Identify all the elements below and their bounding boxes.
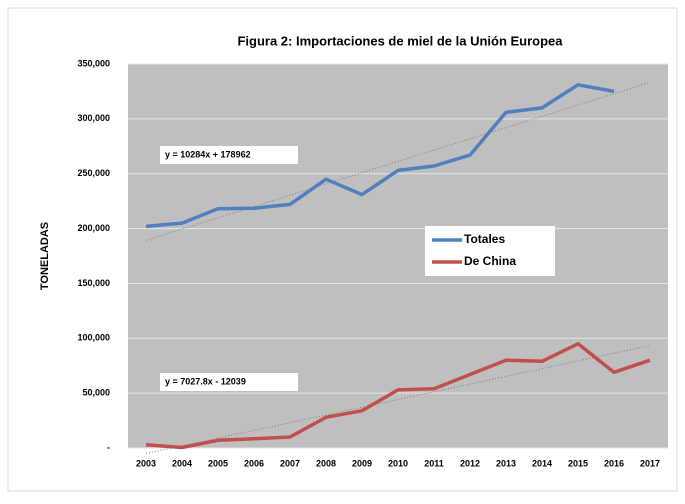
x-tick-label: 2004 [172, 458, 192, 468]
y-tick-label: 200,000 [77, 223, 110, 233]
legend-box [425, 226, 555, 276]
series-line [145, 342, 651, 450]
x-tick-label: 2003 [136, 458, 156, 468]
x-tick-label: 2007 [280, 458, 300, 468]
x-tick-label: 2012 [460, 458, 480, 468]
x-tick-label: 2013 [496, 458, 516, 468]
series-line [145, 83, 615, 229]
x-tick-label: 2009 [352, 458, 372, 468]
x-tick-label: 2011 [424, 458, 444, 468]
y-tick-label: - [107, 442, 110, 452]
x-tick-label: 2010 [388, 458, 408, 468]
x-tick-label: 2006 [244, 458, 264, 468]
y-tick-label: 50,000 [82, 388, 110, 398]
y-axis-label: TONELADAS [39, 222, 51, 290]
y-tick-label: 100,000 [77, 333, 110, 343]
legend-label: Totales [464, 232, 505, 246]
y-tick-label: 250,000 [77, 168, 110, 178]
y-tick-label: 150,000 [77, 278, 110, 288]
annotation: y = 10284x + 178962 [165, 149, 251, 159]
x-tick-label: 2016 [604, 458, 624, 468]
chart-title: Figura 2: Importaciones de miel de la Un… [237, 33, 563, 48]
x-tick-label: 2015 [568, 458, 588, 468]
legend-label: De China [464, 254, 516, 268]
x-tick-label: 2005 [208, 458, 228, 468]
y-tick-label: 350,000 [77, 58, 110, 68]
x-tick-label: 2008 [316, 458, 336, 468]
y-tick-label: 300,000 [77, 113, 110, 123]
annotation-box [160, 373, 298, 391]
annotation-box [160, 146, 298, 164]
x-tick-label: 2017 [640, 458, 660, 468]
x-tick-label: 2014 [532, 458, 552, 468]
trendline [145, 345, 651, 454]
annotation: y = 7027.8x - 12039 [165, 376, 246, 386]
trendline [145, 81, 651, 241]
